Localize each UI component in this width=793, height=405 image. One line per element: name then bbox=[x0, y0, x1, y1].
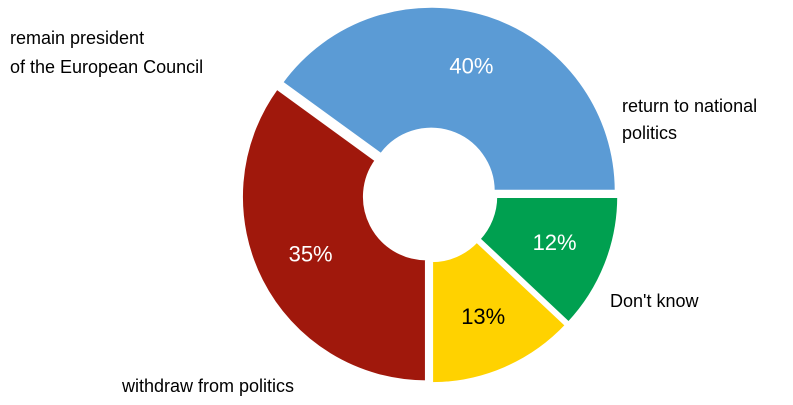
slice-category-label-line: of the European Council bbox=[10, 57, 203, 77]
slice-category-label-2: withdraw from politics bbox=[121, 376, 294, 396]
donut-slice-0 bbox=[476, 194, 621, 326]
donut-slice-1 bbox=[430, 238, 569, 386]
slice-value-label-1: 13% bbox=[461, 304, 505, 329]
slice-category-label-line: remain president bbox=[10, 28, 144, 48]
slice-value-label-3: 40% bbox=[449, 53, 493, 78]
slice-value-label-0: 12% bbox=[533, 230, 577, 255]
slice-value-label-2: 35% bbox=[289, 242, 333, 267]
slice-category-label-line: Don't know bbox=[610, 291, 699, 311]
donut-slice-3 bbox=[279, 4, 618, 193]
slice-category-label-line: politics bbox=[622, 123, 677, 143]
value-labels-group: 12% 13% 35% 40% bbox=[289, 53, 577, 328]
slice-category-label-0: return to national politics bbox=[622, 96, 757, 143]
category-labels-group: return to national politics Don't know with… bbox=[10, 28, 757, 396]
slices-group bbox=[239, 4, 621, 386]
donut-slice-2 bbox=[239, 85, 428, 384]
slice-category-label-1: Don't know bbox=[610, 291, 699, 311]
slice-category-label-3: remain president of the European Council bbox=[10, 28, 203, 77]
slice-category-label-line: return to national bbox=[622, 96, 757, 116]
slice-category-label-line: withdraw from politics bbox=[121, 376, 294, 396]
